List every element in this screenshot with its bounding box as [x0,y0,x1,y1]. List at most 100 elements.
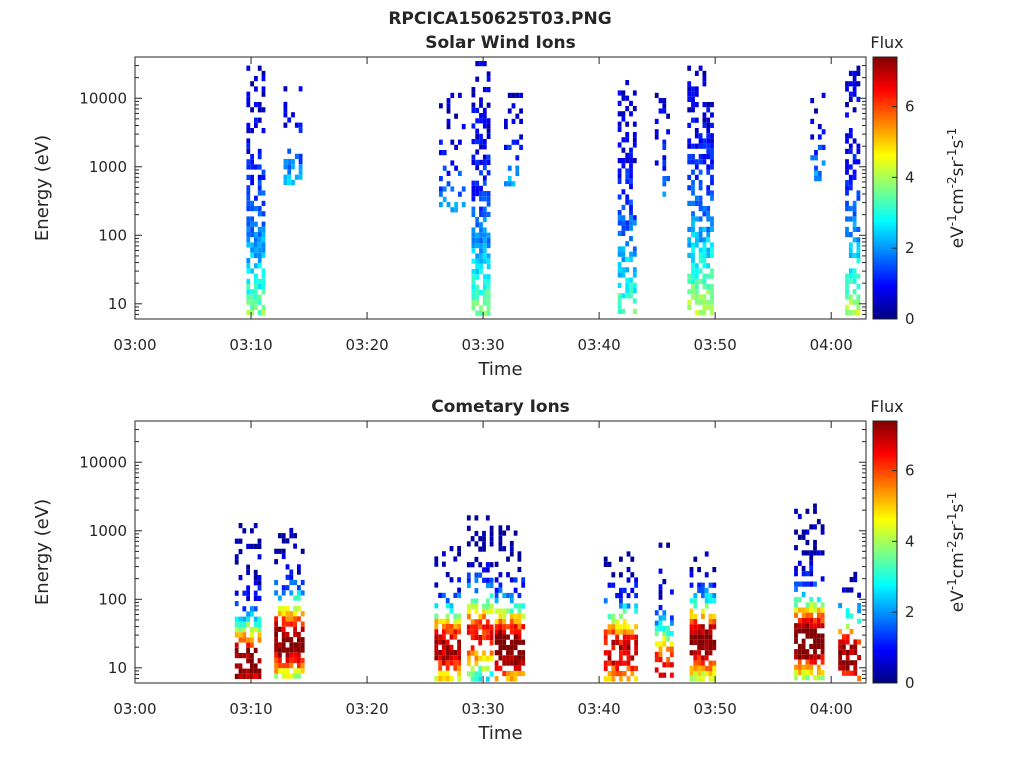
data-cell [285,538,290,544]
x-tick-label: 03:50 [694,336,737,354]
data-cell [486,300,491,306]
data-cell [482,546,486,552]
data-cell [619,587,623,593]
data-cell [698,216,703,222]
data-cell [434,644,439,650]
data-cell [629,220,633,226]
data-cell [712,613,717,619]
data-cell [498,613,503,619]
data-cell [689,665,694,671]
data-cell [475,191,480,197]
data-cell [281,533,286,539]
data-cell [478,666,483,672]
data-cell [281,673,286,679]
data-cell [856,81,861,87]
data-cell [666,662,670,668]
data-cell [261,242,266,248]
data-cell [475,76,480,82]
data-cell [694,91,699,97]
data-cell [856,299,861,305]
data-cell [689,676,694,682]
data-cell [498,572,503,578]
data-cell [670,631,674,637]
data-cell [289,527,294,534]
data-cell [852,206,857,212]
data-cell [626,650,631,656]
data-cell [470,666,475,672]
data-cell [250,81,254,87]
data-cell [619,629,623,635]
data-cell [475,300,480,306]
data-cell [261,169,266,175]
data-cell [502,644,507,651]
data-cell [629,288,633,294]
data-cell [454,165,458,171]
data-cell [515,165,520,171]
data-cell [615,634,619,640]
data-cell [662,181,667,187]
data-cell [856,252,861,258]
data-cell [848,247,853,253]
data-cell [693,598,698,604]
data-cell [848,185,853,191]
data-cell [622,639,627,645]
data-cell [470,671,475,677]
data-cell [502,592,507,599]
data-cell [479,232,483,238]
data-cell [289,637,294,643]
data-cell [453,634,458,640]
data-cell [445,660,450,666]
data-cell [446,118,451,124]
data-cell [250,180,254,186]
data-cell [482,107,487,113]
data-cell [254,102,258,108]
data-cell [694,294,699,300]
data-cell [515,92,520,98]
data-cell [293,668,297,674]
data-cell [274,652,278,658]
data-cell [816,597,821,603]
data-cell [625,277,630,283]
data-cell [845,185,849,191]
data-cell [842,644,846,650]
data-cell [621,246,626,252]
data-cell [517,655,522,661]
data-cell [482,253,487,259]
data-cell [475,180,480,186]
data-cell [285,668,290,674]
data-cell [250,242,254,248]
data-cell [283,122,288,128]
data-cell [479,269,483,275]
data-cell [479,170,483,176]
data-cell [442,624,446,630]
data-cell [281,585,286,591]
data-cell [438,655,442,661]
x-tick-label: 03:00 [113,700,156,718]
data-cell [486,243,491,249]
data-cell [471,206,476,212]
data-cell [845,670,850,676]
data-cell [254,252,258,258]
data-cell [261,70,266,76]
data-cell [702,237,707,243]
data-cell [845,639,850,645]
data-cell [254,284,258,290]
data-cell [474,541,479,547]
data-cell [434,624,439,630]
data-cell [697,629,701,635]
data-cell [281,548,286,554]
data-cell [845,86,849,92]
data-cell [706,143,711,149]
data-cell [698,232,703,238]
data-cell [294,153,299,159]
data-cell [629,158,633,164]
x-tick-label: 03:20 [345,336,388,354]
data-cell [658,568,663,574]
data-cell [498,639,503,645]
data-cell [629,100,633,106]
data-cell [283,101,288,107]
data-cell [289,657,294,664]
data-cell [261,200,266,206]
data-cell [482,289,487,295]
